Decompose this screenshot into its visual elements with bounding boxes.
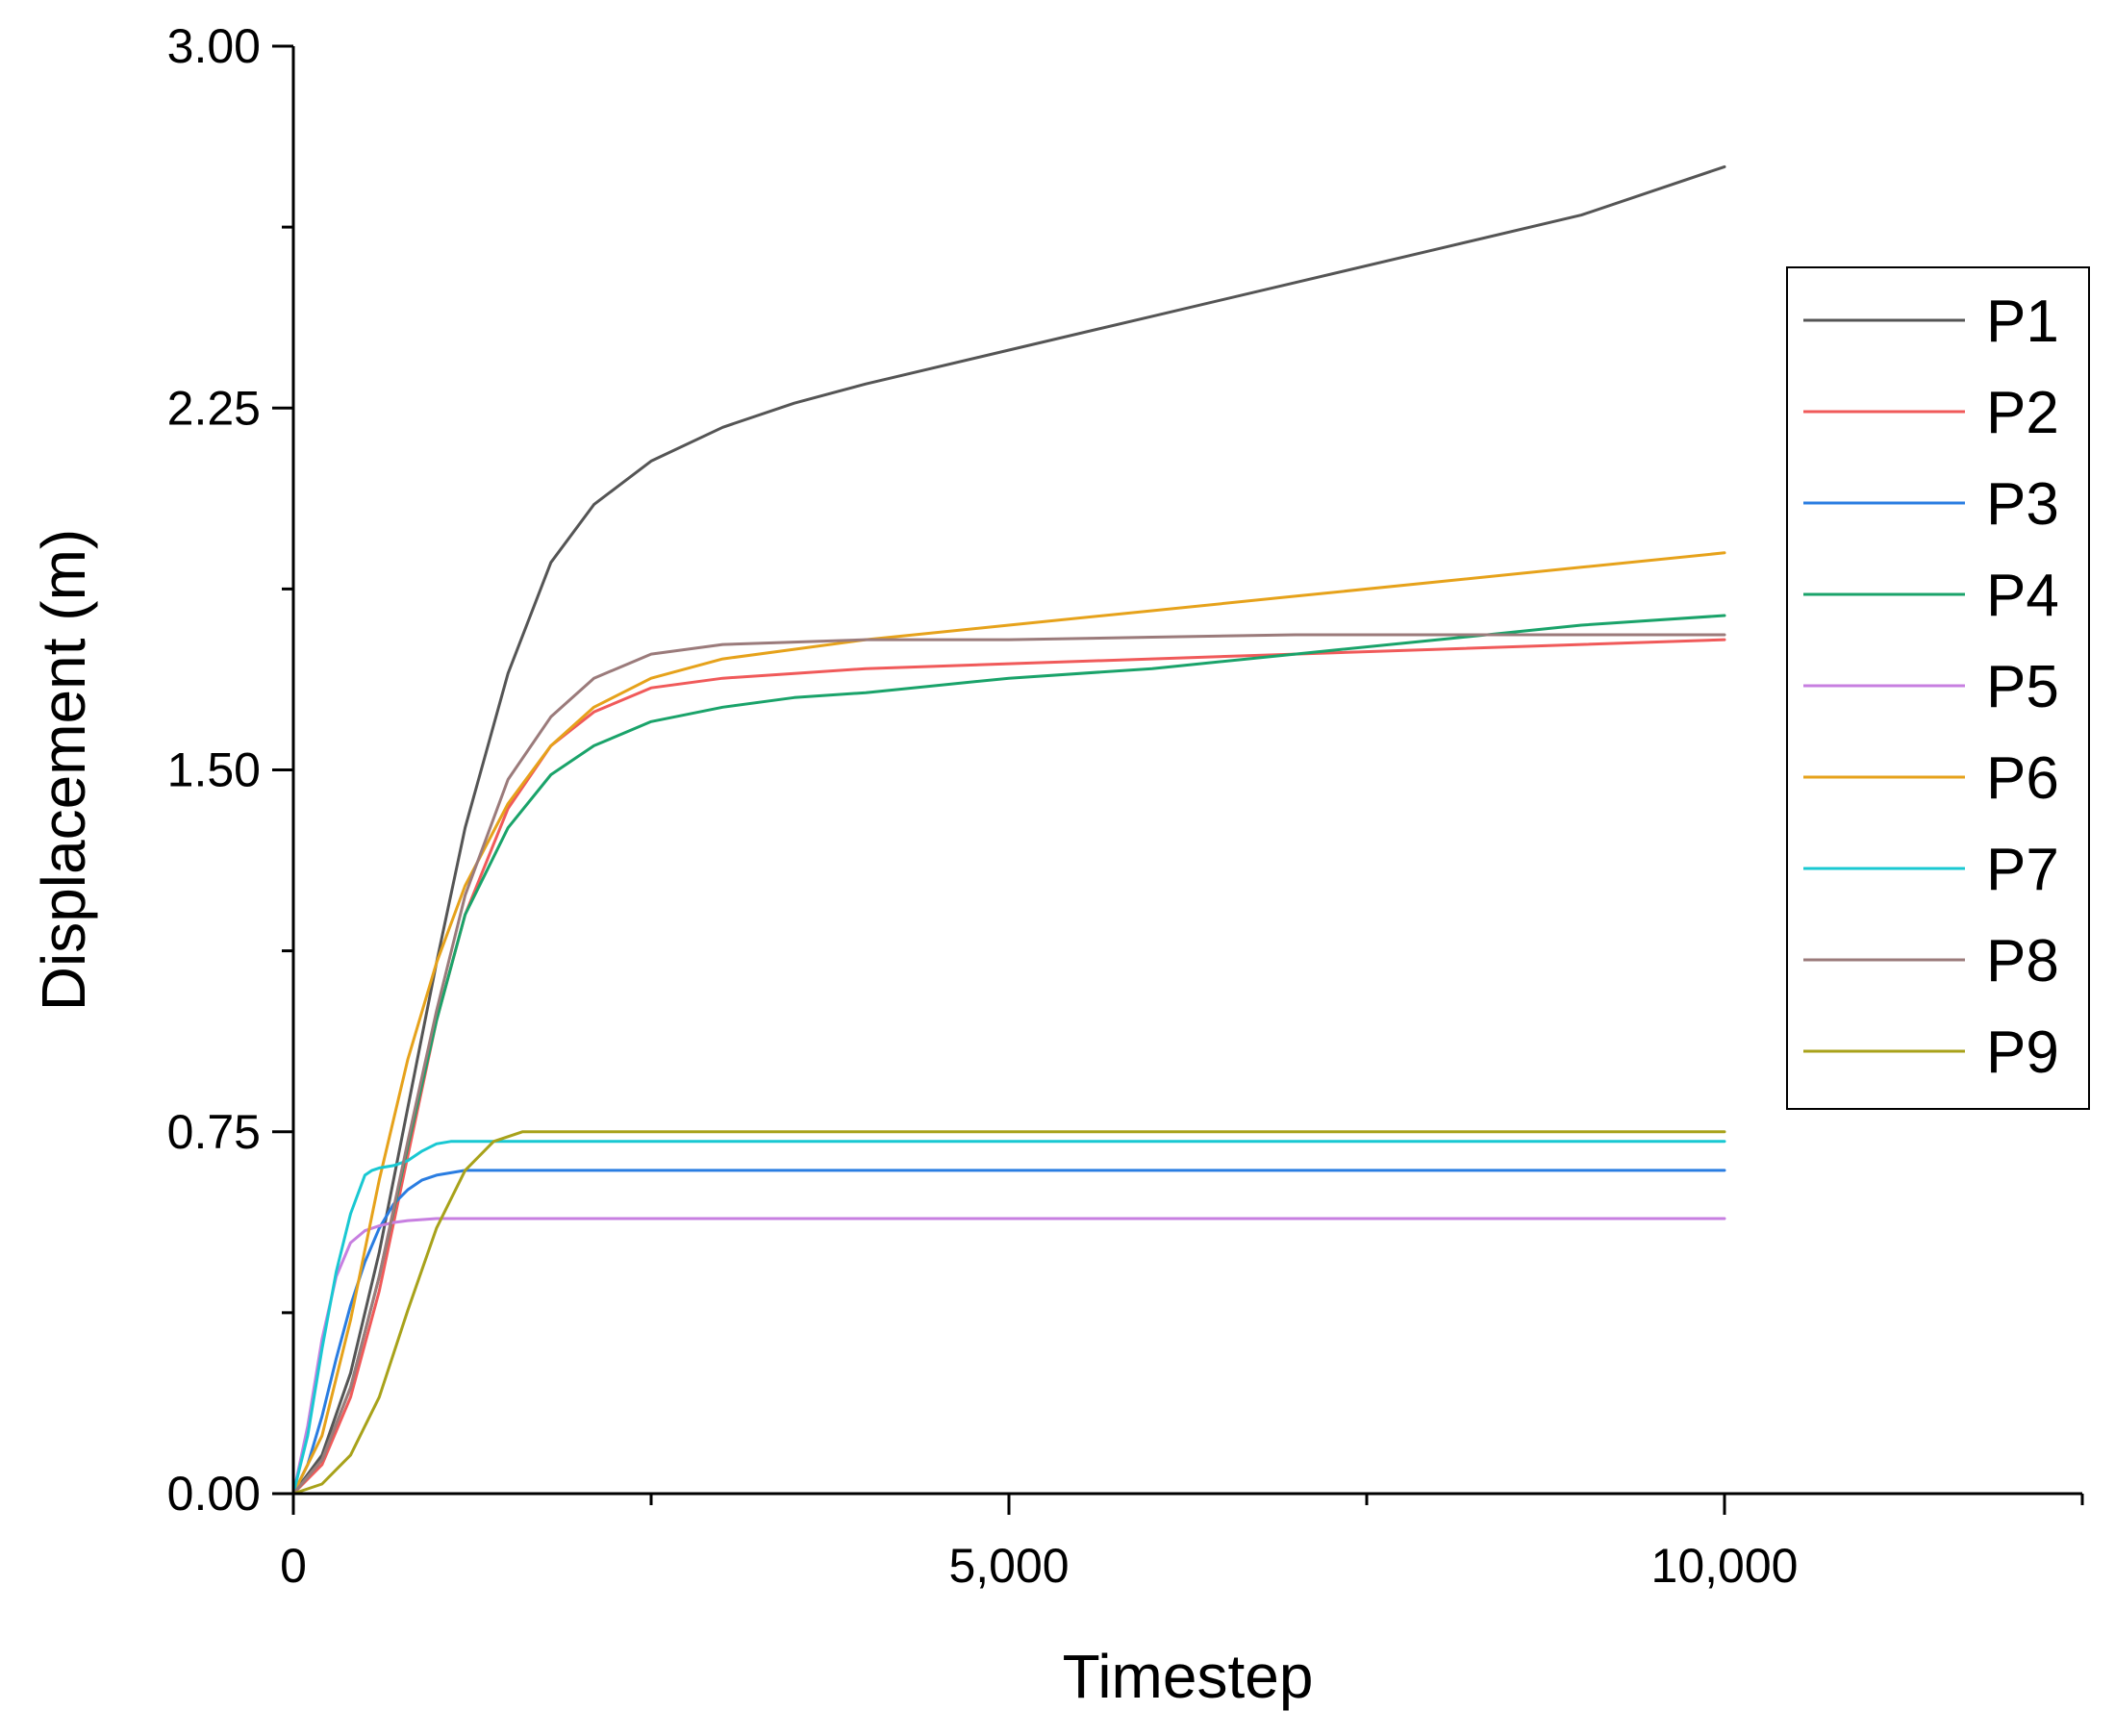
legend-label: P3	[1986, 471, 2059, 538]
legend-label: P4	[1986, 563, 2059, 629]
plot-area	[291, 164, 1726, 1496]
y-tick-label: 2.25	[167, 381, 261, 435]
legend-label: P2	[1986, 380, 2059, 446]
y-axis-title: Displacement (m)	[29, 529, 98, 1011]
x-tick-label: 5,000	[948, 1539, 1069, 1593]
y-tick-label: 3.00	[167, 19, 261, 73]
series-line-p6	[291, 551, 1726, 1496]
series-line-p4	[291, 614, 1726, 1496]
y-tick-label: 0.75	[167, 1105, 261, 1159]
series-line-p1	[291, 164, 1726, 1496]
legend-box	[1786, 266, 2090, 1110]
legend-label: P9	[1986, 1019, 2059, 1086]
series-line-p9	[291, 1130, 1726, 1496]
series-line-p7	[291, 1140, 1726, 1496]
legend-label: P7	[1986, 837, 2059, 903]
series-line-p5	[291, 1217, 1726, 1496]
legend-label: P8	[1986, 928, 2059, 994]
x-tick-label: 10,000	[1651, 1539, 1799, 1593]
x-tick-label: 0	[280, 1539, 307, 1593]
legend-label: P5	[1986, 654, 2059, 720]
y-tick-label: 0.00	[167, 1467, 261, 1521]
x-axis-title: Timestep	[1063, 1642, 1314, 1711]
series-line-p8	[291, 633, 1726, 1496]
series-line-p2	[291, 638, 1726, 1496]
legend: P1 P2 P3 P4 P5 P6 P7 P8 P9	[1786, 266, 2090, 1110]
axes: 0.00 0.75 1.50 2.25 3.00 0 5,000 10,000	[167, 19, 2084, 1593]
legend-label: P6	[1986, 745, 2059, 812]
legend-label: P1	[1986, 289, 2059, 355]
y-tick-label: 1.50	[167, 743, 261, 797]
series-line-p3	[291, 1169, 1726, 1496]
